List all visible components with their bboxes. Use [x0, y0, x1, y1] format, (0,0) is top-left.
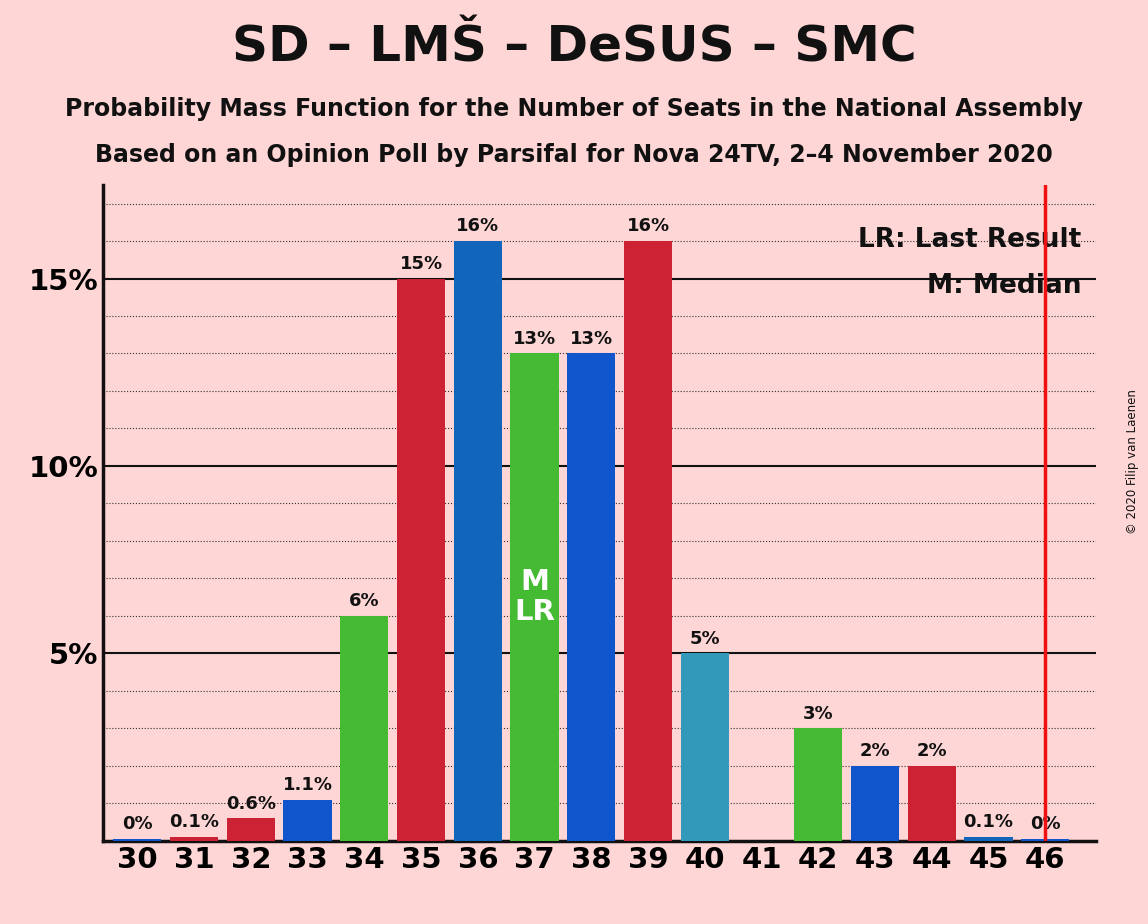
Text: 6%: 6% [349, 592, 380, 610]
Text: 0%: 0% [1030, 815, 1061, 833]
Text: © 2020 Filip van Laenen: © 2020 Filip van Laenen [1126, 390, 1139, 534]
Text: 13%: 13% [513, 330, 556, 347]
Text: 0.6%: 0.6% [226, 795, 276, 813]
Text: 1.1%: 1.1% [282, 776, 333, 794]
Bar [227, 819, 276, 841]
Text: SD – LMŠ – DeSUS – SMC: SD – LMŠ – DeSUS – SMC [232, 23, 916, 71]
Text: M
LR: M LR [514, 568, 554, 626]
Text: 16%: 16% [627, 217, 669, 236]
Text: 2%: 2% [860, 742, 891, 760]
Bar [340, 616, 388, 841]
Text: 3%: 3% [802, 705, 833, 723]
Bar [964, 837, 1013, 841]
Bar [114, 839, 162, 841]
Bar [453, 241, 502, 841]
Text: 15%: 15% [400, 255, 443, 273]
Bar [851, 766, 899, 841]
Text: 5%: 5% [690, 630, 720, 648]
Text: 2%: 2% [916, 742, 947, 760]
Text: M: Median: M: Median [926, 274, 1081, 299]
Bar [284, 799, 332, 841]
Text: 0.1%: 0.1% [963, 813, 1014, 832]
Text: 0.1%: 0.1% [169, 813, 219, 832]
Bar [511, 354, 559, 841]
Bar [681, 653, 729, 841]
Bar [170, 837, 218, 841]
Bar [397, 278, 445, 841]
Bar [794, 728, 843, 841]
Text: 13%: 13% [569, 330, 613, 347]
Text: Probability Mass Function for the Number of Seats in the National Assembly: Probability Mass Function for the Number… [65, 97, 1083, 121]
Bar [1022, 839, 1070, 841]
Text: Based on an Opinion Poll by Parsifal for Nova 24TV, 2–4 November 2020: Based on an Opinion Poll by Parsifal for… [95, 143, 1053, 167]
Text: 16%: 16% [456, 217, 499, 236]
Bar [625, 241, 673, 841]
Bar [567, 354, 615, 841]
Text: LR: Last Result: LR: Last Result [859, 227, 1081, 253]
Bar [908, 766, 956, 841]
Text: 0%: 0% [122, 815, 153, 833]
